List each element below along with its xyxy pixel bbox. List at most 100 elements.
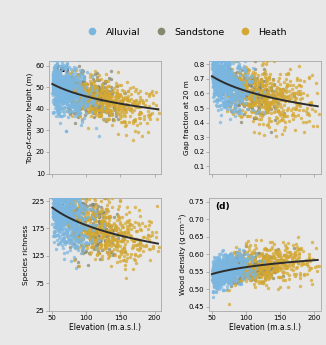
Point (250, 263, 256, 269)
Point (275, 91, 280, 97)
Point (280, 262, 285, 268)
Point (249, 277, 254, 283)
Point (64, 230, 69, 236)
Point (54, 84, 59, 90)
Point (90, 91, 95, 97)
Point (212, 59, 217, 64)
Point (60, 100, 66, 106)
Point (215, 273, 220, 278)
Point (106, 214, 111, 220)
Point (222, 269, 228, 274)
Point (58, 208, 63, 214)
Point (66, 203, 71, 208)
Point (80, 87, 85, 92)
Point (134, 104, 139, 109)
Point (211, 277, 216, 283)
Point (282, 97, 287, 103)
Point (52, 83, 57, 89)
Point (219, 70, 224, 75)
Point (233, 82, 238, 87)
Point (253, 91, 258, 97)
Point (56, 80, 62, 86)
Point (249, 274, 255, 279)
Point (50, 71, 55, 77)
Point (138, 97, 143, 102)
Point (284, 245, 289, 250)
Point (241, 90, 246, 96)
Point (259, 103, 264, 108)
Point (65, 85, 70, 91)
Point (275, 86, 280, 91)
Point (274, 85, 279, 90)
Point (215, 74, 221, 80)
Point (232, 271, 238, 276)
Point (68, 83, 74, 88)
Point (55, 69, 60, 74)
Point (66, 204, 71, 210)
Point (313, 264, 318, 269)
Point (72, 213, 77, 218)
Point (60, 91, 66, 97)
Point (95, 248, 100, 254)
Point (66, 213, 71, 219)
Point (260, 122, 266, 127)
Point (64, 211, 69, 217)
Point (216, 277, 221, 283)
Point (289, 255, 294, 260)
Point (103, 233, 109, 238)
Point (259, 251, 264, 257)
Point (69, 199, 75, 205)
Point (85, 104, 90, 109)
Point (214, 79, 219, 84)
Point (75, 214, 81, 219)
Point (281, 96, 286, 101)
Point (63, 72, 68, 77)
Point (73, 209, 79, 215)
Point (245, 257, 251, 263)
Point (111, 102, 117, 108)
Point (227, 71, 232, 77)
Point (107, 89, 112, 94)
Point (216, 97, 221, 102)
Point (229, 86, 234, 92)
Point (218, 270, 224, 276)
Point (119, 106, 124, 111)
Point (131, 84, 136, 90)
Point (76, 227, 82, 233)
Point (236, 269, 242, 274)
Point (123, 233, 128, 239)
Point (58, 73, 64, 79)
Point (76, 202, 82, 207)
Point (92, 197, 97, 203)
Point (229, 256, 234, 262)
Point (250, 254, 256, 260)
Point (224, 266, 229, 271)
Point (98, 242, 104, 248)
Point (223, 99, 228, 105)
Point (94, 223, 99, 228)
Point (251, 261, 256, 266)
Point (63, 77, 68, 82)
Point (66, 196, 71, 201)
Point (109, 235, 114, 240)
Point (58, 88, 63, 93)
Point (243, 267, 248, 273)
Point (310, 282, 315, 287)
Point (211, 75, 216, 80)
Point (212, 78, 217, 84)
Point (99, 81, 104, 87)
Point (62, 212, 67, 217)
Point (240, 66, 245, 71)
Point (249, 275, 254, 280)
Point (57, 233, 62, 238)
Point (56, 196, 61, 201)
Point (98, 204, 103, 210)
Point (118, 112, 123, 118)
Point (105, 227, 110, 233)
Point (75, 225, 81, 230)
Point (68, 92, 73, 98)
Point (98, 224, 103, 229)
Point (109, 93, 114, 99)
Point (227, 91, 232, 97)
Point (228, 267, 233, 272)
